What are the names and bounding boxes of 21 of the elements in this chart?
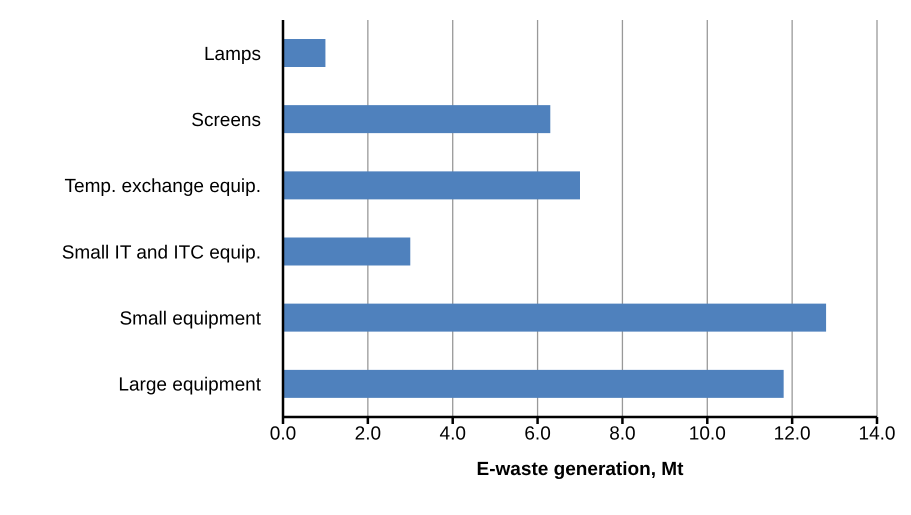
- x-tick-label: 0.0: [270, 423, 296, 444]
- y-tick-label: Small equipment: [119, 308, 262, 330]
- x-tick-label: 6.0: [524, 423, 551, 444]
- x-tick-label: 14.0: [858, 423, 896, 444]
- x-tick-label: 10.0: [688, 423, 726, 444]
- y-tick-label: Screens: [191, 110, 261, 131]
- y-tick-label: Large equipment: [118, 374, 262, 396]
- bar: [283, 370, 784, 398]
- x-tick-label: 12.0: [774, 423, 811, 444]
- x-axis-title: E-waste generation, Mt: [476, 459, 684, 480]
- x-tick-label: 2.0: [354, 423, 382, 444]
- x-tick-label: 8.0: [609, 423, 636, 444]
- bar: [283, 238, 410, 266]
- x-tick-label: 4.0: [440, 423, 466, 444]
- bar: [283, 105, 550, 134]
- bar: [283, 304, 826, 332]
- y-tick-label: Lamps: [204, 44, 261, 65]
- y-tick-label: Small IT and ITC equip.: [62, 242, 261, 264]
- bar: [283, 39, 326, 67]
- bar: [283, 171, 580, 200]
- y-tick-label: Temp. exchange equip.: [64, 176, 261, 198]
